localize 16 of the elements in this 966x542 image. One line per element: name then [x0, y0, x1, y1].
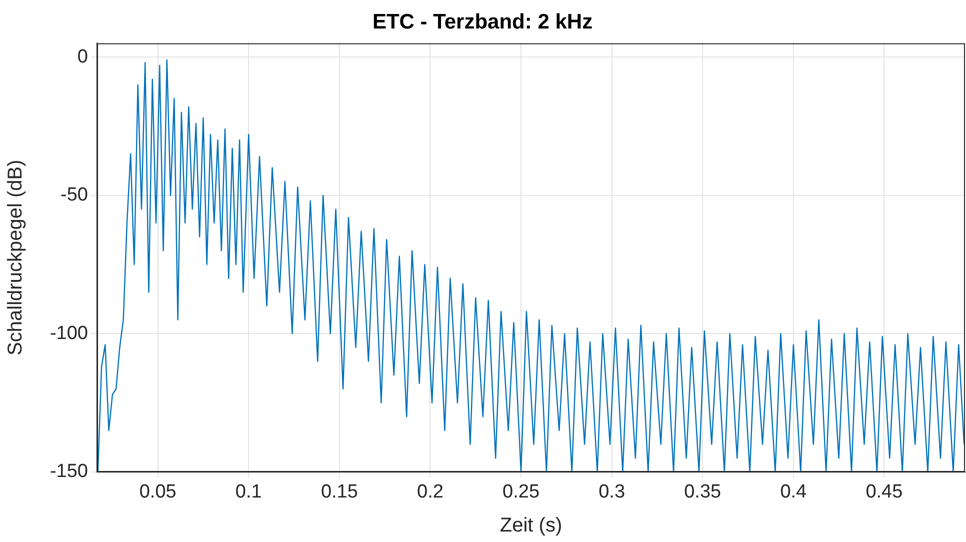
- x-tick-label: 0.25: [502, 482, 540, 503]
- x-tick-label: 0.2: [417, 482, 444, 503]
- x-tick-label: 0.4: [780, 482, 808, 503]
- y-tick-label: -50: [60, 184, 88, 206]
- y-tick-label: -100: [50, 322, 88, 344]
- x-axis-title: Zeit (s): [500, 514, 562, 537]
- y-tick-label: -150: [50, 461, 88, 482]
- chart-title: ETC - Terzband: 2 kHz: [372, 10, 593, 34]
- x-tick-label: 0.1: [235, 482, 262, 503]
- x-tick-label: 0.35: [684, 482, 722, 503]
- x-tick-label: 0.45: [866, 482, 903, 503]
- y-tick-label: 0: [77, 46, 88, 68]
- y-axis-title: Schalldruckpegel (dB): [4, 160, 27, 356]
- x-tick-label: 0.05: [139, 482, 176, 503]
- x-tick-label: 0.15: [320, 482, 358, 503]
- x-tick-label: 0.3: [598, 482, 626, 503]
